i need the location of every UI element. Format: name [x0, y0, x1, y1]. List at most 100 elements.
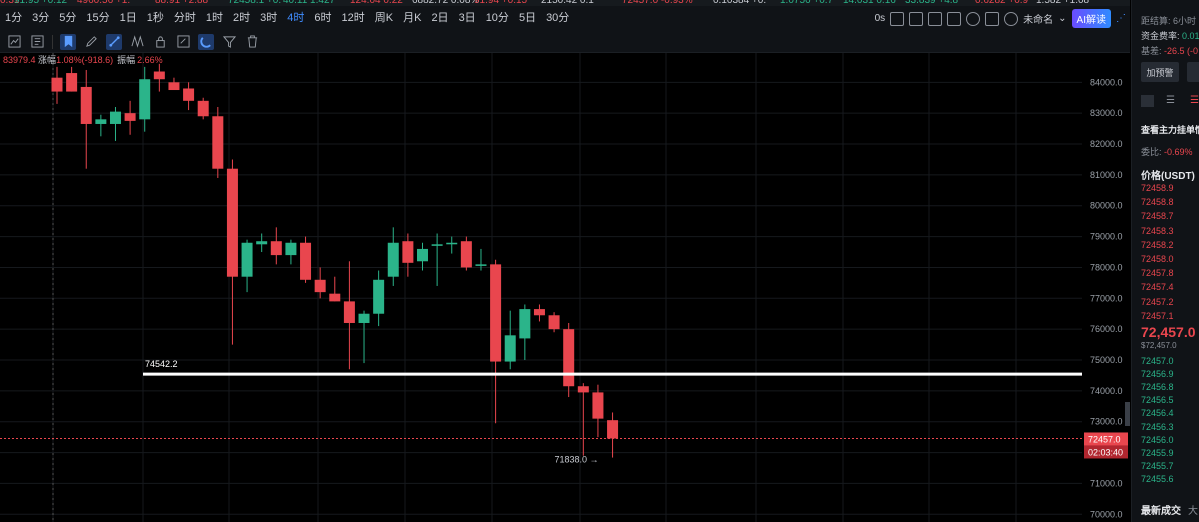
candle[interactable]: [212, 106, 224, 178]
book-both-icon[interactable]: [1141, 95, 1154, 107]
candle[interactable]: [460, 236, 472, 271]
ticker-item[interactable]: 1.582 +1.08: [1036, 0, 1090, 6]
candle[interactable]: [241, 239, 253, 293]
ask-row[interactable]: 72458.0: [1141, 254, 1174, 264]
timeframe-option[interactable]: 5日: [518, 12, 537, 24]
ticker-item[interactable]: 14.031 0.16: [843, 0, 896, 6]
timeframe-option[interactable]: 10分: [485, 12, 509, 24]
bid-row[interactable]: 72456.0: [1141, 434, 1174, 445]
candle[interactable]: [446, 236, 458, 254]
templates-icon[interactable]: [29, 34, 45, 50]
timeframe-option[interactable]: 3分: [32, 12, 50, 24]
timeframe-option[interactable]: 12时: [341, 12, 365, 24]
recent-trades-tab[interactable]: 最新成交: [1141, 506, 1181, 517]
candle[interactable]: [343, 261, 355, 370]
ticker-item[interactable]: 6882.72 0.08%: [412, 0, 480, 6]
candle[interactable]: [139, 66, 151, 132]
book-bids-icon[interactable]: ☰: [1166, 95, 1175, 106]
pencil-icon[interactable]: [83, 34, 99, 50]
ticker-item[interactable]: 2150.42 0.1: [541, 0, 594, 6]
candle[interactable]: [490, 259, 502, 424]
candle[interactable]: [153, 63, 165, 92]
ticker-item[interactable]: 72458.1 +0.: [228, 0, 282, 6]
candle[interactable]: [314, 267, 326, 299]
ask-row[interactable]: 72457.8: [1141, 268, 1174, 279]
candle[interactable]: [373, 270, 385, 327]
bid-row[interactable]: 72456.4: [1141, 408, 1174, 419]
bid-row[interactable]: 72455.6: [1141, 473, 1174, 484]
layout-icon[interactable]: [947, 11, 962, 26]
large-trades-tab[interactable]: 大: [1188, 506, 1198, 517]
pattern-icon[interactable]: [129, 34, 145, 50]
candle[interactable]: [66, 66, 78, 92]
timeframe-option[interactable]: 2日: [431, 12, 449, 24]
candle[interactable]: [431, 233, 443, 286]
bid-row[interactable]: 72456.5: [1141, 395, 1174, 406]
refresh-seconds[interactable]: 0s: [874, 13, 886, 24]
candle[interactable]: [329, 276, 341, 302]
candle[interactable]: [256, 233, 268, 253]
ask-row[interactable]: 72458.7: [1141, 211, 1174, 222]
ticker-item[interactable]: 4960.56 +1.: [77, 0, 131, 6]
bookmark-icon[interactable]: [60, 33, 76, 50]
candle[interactable]: [285, 239, 297, 265]
note-icon[interactable]: [175, 34, 191, 50]
candle[interactable]: [51, 66, 63, 104]
ticker-item[interactable]: 0.31: [0, 0, 20, 6]
gear-icon[interactable]: [966, 11, 981, 26]
timeframe-option[interactable]: 3时: [260, 12, 278, 24]
filter-icon[interactable]: [221, 34, 237, 50]
bid-row[interactable]: 72456.3: [1141, 421, 1174, 432]
trendline-icon[interactable]: [106, 33, 122, 50]
ticker-item[interactable]: 0.10384 +0.: [713, 0, 767, 6]
timeframe-option[interactable]: 15分: [86, 12, 110, 24]
layout-name[interactable]: 未命名: [1023, 15, 1054, 26]
trash-icon[interactable]: [244, 34, 260, 50]
bid-row[interactable]: 72457.0: [1141, 356, 1174, 366]
add-alert-button[interactable]: 加预警: [1141, 62, 1179, 82]
camera-icon[interactable]: [890, 11, 905, 26]
window-icon[interactable]: [928, 11, 943, 26]
ticker-item[interactable]: 91.95 +0.12: [14, 0, 68, 6]
magnet-icon[interactable]: [198, 33, 214, 50]
candle[interactable]: [226, 159, 238, 345]
candle[interactable]: [270, 227, 282, 265]
timeframe-option[interactable]: 1秒: [146, 12, 164, 24]
candle[interactable]: [548, 312, 560, 333]
timeframe-option[interactable]: 5分: [59, 12, 77, 24]
candle[interactable]: [533, 304, 545, 322]
candle[interactable]: [109, 106, 121, 141]
ask-row[interactable]: 72458.3: [1141, 225, 1174, 236]
bid-row[interactable]: 72456.8: [1141, 382, 1174, 393]
axis-scroll-handle[interactable]: [1125, 402, 1130, 426]
ask-row[interactable]: 72458.8: [1141, 197, 1174, 208]
ticker-item[interactable]: 33.839 +4.8: [905, 0, 959, 6]
bid-row[interactable]: 72455.9: [1141, 447, 1174, 458]
timeframe-option[interactable]: 3日: [458, 12, 476, 24]
candle[interactable]: [124, 100, 136, 135]
share-icon[interactable]: ⋰: [1116, 13, 1126, 24]
candle[interactable]: [95, 114, 107, 137]
lock-icon[interactable]: [152, 34, 168, 50]
timeframe-option[interactable]: 30分: [546, 12, 570, 24]
candle[interactable]: [577, 383, 589, 456]
timeframe-option[interactable]: 6时: [314, 12, 332, 24]
candle[interactable]: [168, 77, 180, 91]
candle[interactable]: [592, 384, 604, 438]
expand-icon[interactable]: [985, 11, 1000, 26]
timeframe-option[interactable]: 月K: [403, 12, 422, 24]
candle[interactable]: [475, 248, 487, 271]
ticker-item[interactable]: 124.04 0.22: [350, 0, 403, 6]
main-orders-link[interactable]: 查看主力挂单情: [1141, 125, 1199, 135]
ask-row[interactable]: 72457.4: [1141, 282, 1174, 293]
timeframe-option[interactable]: 1日: [119, 12, 137, 24]
book-asks-icon[interactable]: ☰: [1190, 95, 1199, 106]
chevron-down-icon[interactable]: ⌄: [1058, 13, 1067, 24]
ticker-item[interactable]: 88.91 +2.88: [155, 0, 209, 6]
ticker-item[interactable]: 0.6282 +0.9: [975, 0, 1029, 6]
candle[interactable]: [80, 69, 92, 169]
bid-row[interactable]: 72455.7: [1141, 460, 1174, 471]
candle[interactable]: [563, 322, 575, 398]
candle[interactable]: [607, 412, 619, 458]
ticker-item[interactable]: 40.11 1.427: [283, 0, 336, 6]
